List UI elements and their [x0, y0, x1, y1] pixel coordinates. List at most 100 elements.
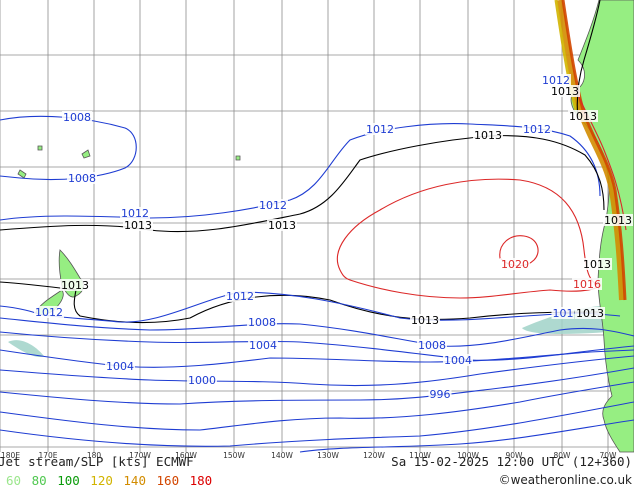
- isobar-label: 1020: [501, 258, 529, 271]
- isobar-label: 1004: [444, 354, 472, 367]
- isobar-label: 1012: [35, 306, 63, 319]
- longitude-label: 130W: [317, 451, 339, 460]
- isobar-label: 1004: [249, 339, 277, 352]
- isobar-label-bg: [550, 85, 580, 97]
- jet-over-andes: [554, 0, 627, 301]
- isobar-label: 1012: [226, 290, 254, 303]
- isobar-label: 1000: [188, 374, 216, 387]
- isobar-label: 1013: [604, 214, 632, 227]
- isobar-label: 1013: [583, 258, 611, 271]
- legend-value: 160: [156, 473, 180, 488]
- isobar-1000: [0, 355, 634, 387]
- pacific-atoll-a: [37, 145, 43, 151]
- isobar-label: 1013: [124, 219, 152, 232]
- isobar-coastal-black: [576, 0, 601, 121]
- isobar-label-bg: [522, 123, 552, 135]
- isobar-label: 1013: [61, 279, 89, 292]
- isobar-label: 1008: [63, 111, 91, 124]
- isobar-1004-b: [0, 349, 634, 368]
- longitude-label: 110W: [409, 451, 431, 460]
- longitude-label: 160W: [175, 451, 197, 460]
- isobar-label-bg: [500, 258, 530, 270]
- isobar-label-bg: [551, 307, 575, 319]
- isobar-label-bg: [365, 123, 395, 135]
- jet-band-red: [561, 0, 627, 301]
- credit-link[interactable]: ©weatheronline.co.uk: [498, 473, 632, 487]
- isobar-label: 1013: [576, 307, 604, 320]
- isobar-label: 1012: [259, 199, 287, 212]
- isobar-label-bg: [105, 360, 135, 372]
- jet-band-orange: [557, 0, 625, 301]
- lat-lon-grid: [0, 0, 634, 452]
- isobar-label-bg: [582, 258, 612, 270]
- isobar-label: 1012: [542, 74, 570, 87]
- map-title: Jet stream/SLP [kts] ECMWF: [0, 454, 194, 469]
- isobar-label: 1016: [573, 278, 601, 291]
- legend-value: 140: [123, 473, 146, 488]
- longitude-label: 120W: [363, 451, 385, 460]
- isobar-label: 1013: [569, 110, 597, 123]
- isobar-label: 1012: [121, 207, 149, 220]
- isobar-label-bg: [247, 316, 277, 328]
- isobar-label-bg: [258, 199, 288, 211]
- legend-value: 120: [90, 473, 113, 488]
- legend-value: 60: [6, 473, 22, 488]
- jet-band-yellow: [554, 0, 578, 111]
- footer-line-1: Jet stream/SLP [kts] ECMWF Sa 15-02-2025…: [0, 454, 634, 470]
- longitude-labels: 180E 170E 180 170W 160W 150W 140W 130W 120W 110W 1…: [1, 451, 617, 460]
- isobar-label-bg: [187, 374, 217, 386]
- isobar-label-bg: [428, 388, 452, 400]
- isobar-label-bg: [410, 314, 440, 326]
- isobar-label-bg: [34, 306, 64, 318]
- legend-value: 80: [31, 473, 47, 488]
- isobar-1013-south: [0, 281, 601, 323]
- longitude-label: 90W: [506, 451, 524, 460]
- isobar-label-bg: [568, 110, 598, 122]
- longitude-label: 180: [87, 451, 102, 460]
- isobar-coastal-red: [575, 89, 627, 231]
- isobar-label-bg: [248, 339, 278, 351]
- jet-speed-legend: 60 80 100 120 140 160 180: [6, 473, 215, 488]
- isobar-label-bg: [572, 278, 602, 290]
- longitude-label: 80W: [554, 451, 572, 460]
- isobar-1004-a: [0, 331, 634, 361]
- isobar-label: 1013: [268, 219, 296, 232]
- isobar-label-bg: [123, 219, 153, 231]
- longitude-label: 140W: [271, 451, 293, 460]
- isobar-label-bg: [603, 214, 633, 226]
- isobar-label: 1008: [418, 339, 446, 352]
- legend-value: 180: [189, 473, 213, 488]
- isobar-label-bg: [225, 290, 255, 302]
- longitude-label: 100W: [457, 451, 479, 460]
- isobar-996: [0, 367, 634, 405]
- isobar-label-bg: [267, 219, 297, 231]
- isobar-label-bg: [541, 74, 571, 86]
- isobar-1008-south: [0, 317, 634, 347]
- isobar-label: 1013: [551, 85, 579, 98]
- isobar-label: 996: [430, 388, 451, 401]
- isobar-lower-a: [0, 381, 634, 431]
- longitude-label: 180E: [1, 451, 20, 460]
- isobar-label-bg: [575, 307, 605, 319]
- pacific-atoll-b: [235, 155, 241, 161]
- longitude-label: 150W: [223, 451, 245, 460]
- isobar-label-bg: [62, 111, 92, 123]
- isobar-label: 1008: [68, 172, 96, 185]
- isobar-1008-closed: [0, 115, 137, 181]
- isobar-label-bg: [417, 339, 447, 351]
- isobar-label: 1013: [474, 129, 502, 142]
- forecast-datetime: Sa 15-02-2025 12:00 UTC (12+360): [391, 454, 632, 469]
- footer-line-2: 60 80 100 120 140 160 180 ©weatheronline…: [0, 473, 634, 489]
- isobar-label-bg: [443, 354, 473, 366]
- longitude-label: 170W: [129, 451, 151, 460]
- isobar-label: 1012: [523, 123, 551, 136]
- isobar-label: 1013: [411, 314, 439, 327]
- isobar-lower-b: [0, 401, 634, 447]
- isobar-label-bg: [473, 129, 503, 141]
- isobar-label: 1012: [366, 123, 394, 136]
- legend-value: 100: [57, 473, 80, 488]
- longitude-label: 170E: [38, 451, 57, 460]
- isobar-label-bg: [60, 279, 90, 291]
